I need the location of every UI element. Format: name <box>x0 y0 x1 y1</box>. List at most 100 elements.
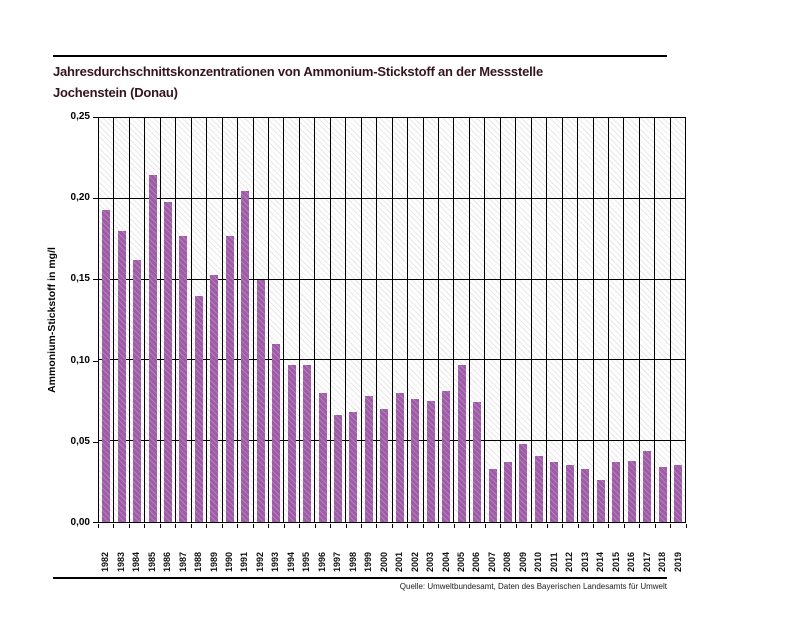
x-label-1997: 1997 <box>332 551 343 572</box>
x-cell-1991: 1991 <box>237 524 255 572</box>
bar-2001 <box>395 392 404 522</box>
x-cell-2007: 2007 <box>485 524 502 572</box>
bar-column-2010 <box>532 118 548 522</box>
bar-column-2006 <box>470 118 486 522</box>
bar-column-1992 <box>254 118 269 522</box>
bar-column-2001 <box>393 118 409 522</box>
bar-2005 <box>457 365 466 522</box>
x-label-2018: 2018 <box>657 551 668 572</box>
bar-2009 <box>519 444 528 522</box>
bar-1992 <box>256 279 265 522</box>
bar-column-2009 <box>516 118 532 522</box>
y-tick-mark <box>93 198 98 200</box>
x-cell-2001: 2001 <box>392 524 409 572</box>
x-cell-2005: 2005 <box>454 524 471 572</box>
bar-1999 <box>364 395 373 522</box>
x-axis-tick-labels: 1982 1983 1984 1985 1986 1987 1988 1989 1990 1991… <box>98 524 688 572</box>
bar-1995 <box>303 365 312 522</box>
bar-1984 <box>133 260 142 522</box>
chart-title-line1: Jahresdurchschnittskonzentrationen von A… <box>53 64 543 79</box>
x-cell-2012: 2012 <box>562 524 580 572</box>
y-axis-ticks <box>93 117 98 523</box>
bar-2017 <box>643 450 652 522</box>
x-cell-2015: 2015 <box>608 524 626 572</box>
x-label-1982: 1982 <box>100 551 111 572</box>
x-label-1994: 1994 <box>285 551 296 572</box>
bar-2016 <box>627 460 636 522</box>
x-cell-2002: 2002 <box>407 524 425 572</box>
x-label-1995: 1995 <box>301 551 312 572</box>
bar-1991 <box>241 190 250 522</box>
bar-column-1986 <box>161 118 177 522</box>
y-tick-mark <box>93 360 98 362</box>
x-label-2007: 2007 <box>486 551 497 572</box>
x-cell-1999: 1999 <box>361 524 378 572</box>
x-cell-1985: 1985 <box>144 524 162 572</box>
x-label-1998: 1998 <box>347 551 358 572</box>
bar-column-1987 <box>176 118 192 522</box>
x-label-2015: 2015 <box>610 551 621 572</box>
bar-1989 <box>210 274 219 522</box>
x-label-1992: 1992 <box>254 551 265 572</box>
bar-column-1995 <box>300 118 316 522</box>
x-label-1983: 1983 <box>115 551 126 572</box>
x-cell-2017: 2017 <box>639 524 657 572</box>
y-tick-label-0,15: 0,15 <box>70 273 90 285</box>
x-cell-1996: 1996 <box>315 524 332 572</box>
bar-2018 <box>658 467 667 522</box>
bar-2003 <box>426 400 435 522</box>
x-cell-1986: 1986 <box>160 524 177 572</box>
bar-column-2008 <box>501 118 517 522</box>
y-tick-label-0,00: 0,00 <box>70 517 90 528</box>
x-label-2014: 2014 <box>595 551 606 572</box>
x-label-2000: 2000 <box>378 551 389 572</box>
bar-column-1982 <box>99 118 115 522</box>
bar-column-1998 <box>346 118 362 522</box>
bar-column-2015 <box>609 118 625 522</box>
bar-columns <box>99 118 685 522</box>
x-cell-1983: 1983 <box>113 524 131 572</box>
header-rule <box>53 55 667 57</box>
bar-column-1988 <box>192 118 208 522</box>
x-cell-2019: 2019 <box>670 524 688 572</box>
x-cell-2011: 2011 <box>547 524 564 572</box>
bar-1985 <box>148 174 157 522</box>
x-label-1988: 1988 <box>193 551 204 572</box>
y-tick-mark <box>93 522 98 523</box>
x-cell-1990: 1990 <box>222 524 239 572</box>
bar-column-2002 <box>408 118 424 522</box>
bar-column-2019 <box>671 118 685 522</box>
bar-column-1996 <box>315 118 331 522</box>
bar-column-1993 <box>269 118 285 522</box>
bar-2007 <box>488 468 497 522</box>
x-cell-1994: 1994 <box>284 524 301 572</box>
bar-1998 <box>349 412 358 522</box>
plot-area <box>98 117 686 523</box>
bar-column-1989 <box>207 118 223 522</box>
bar-1987 <box>179 235 188 522</box>
bar-2010 <box>534 455 543 522</box>
x-label-1989: 1989 <box>208 551 219 572</box>
x-cell-1997: 1997 <box>330 524 348 572</box>
bar-1994 <box>287 365 296 522</box>
x-cell-1995: 1995 <box>299 524 317 572</box>
x-label-2019: 2019 <box>672 551 683 572</box>
x-label-2002: 2002 <box>409 551 420 572</box>
y-tick-mark <box>93 117 98 118</box>
bar-2014 <box>596 479 605 522</box>
bar-column-1994 <box>284 118 300 522</box>
x-label-2006: 2006 <box>471 551 482 572</box>
x-cell-2009: 2009 <box>516 524 533 572</box>
bar-1996 <box>318 392 327 522</box>
x-label-2008: 2008 <box>502 551 513 572</box>
x-cell-2004: 2004 <box>438 524 456 572</box>
x-label-1999: 1999 <box>363 551 374 572</box>
x-label-2004: 2004 <box>440 551 451 572</box>
x-cell-1982: 1982 <box>98 524 115 572</box>
bar-column-1997 <box>331 118 347 522</box>
bar-1983 <box>117 231 126 522</box>
bar-1997 <box>334 415 343 522</box>
x-label-1986: 1986 <box>162 551 173 572</box>
x-label-2011: 2011 <box>548 552 559 572</box>
x-cell-2006: 2006 <box>469 524 487 572</box>
